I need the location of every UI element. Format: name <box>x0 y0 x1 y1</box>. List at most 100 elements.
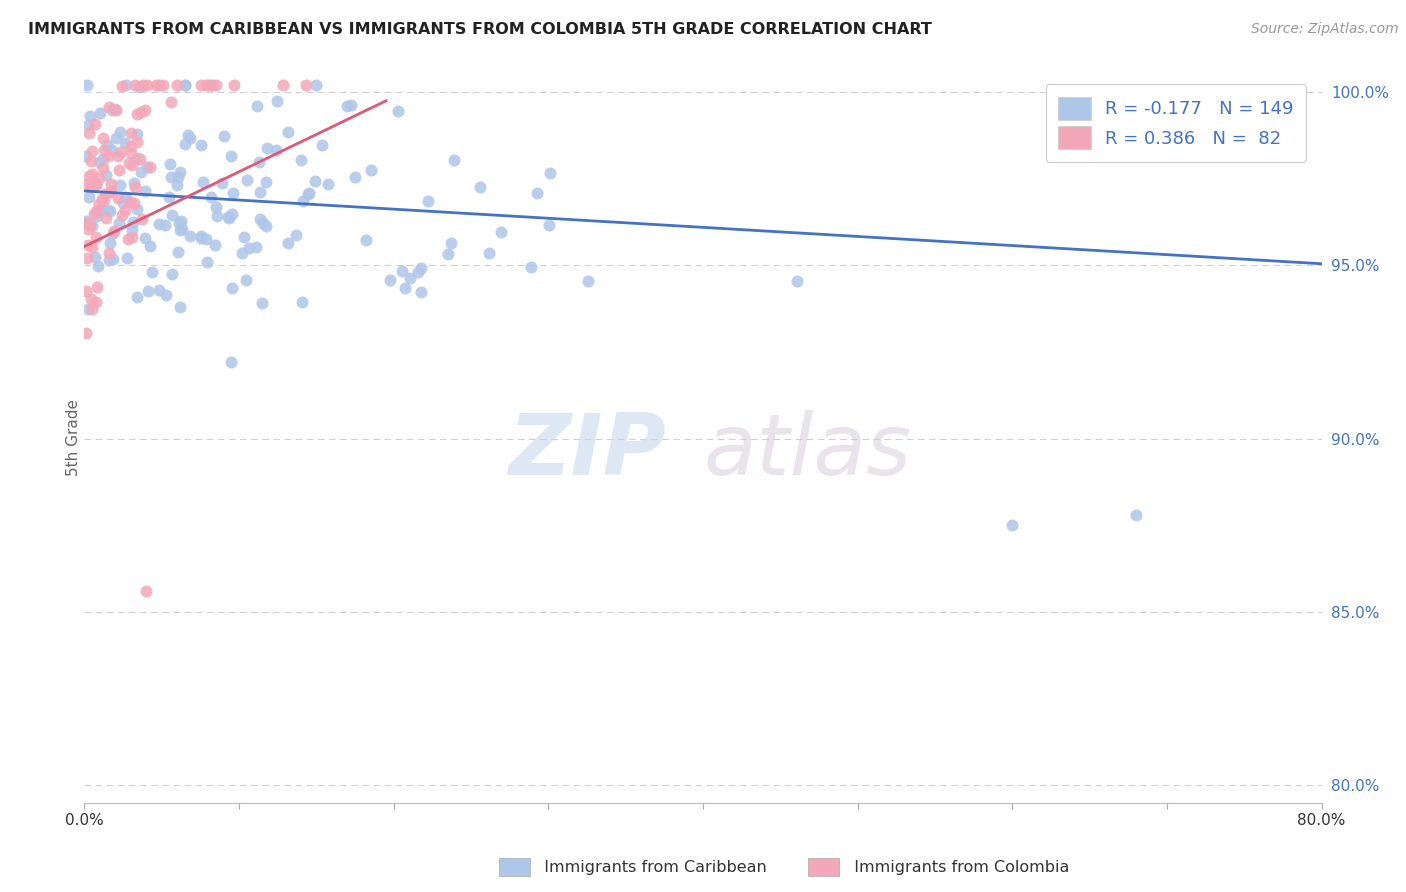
Point <box>80 219 103 233</box>
Y-axis label: 5th Grade: 5th Grade <box>66 399 80 475</box>
Point <box>128 79 150 94</box>
Point <box>124 180 146 194</box>
Point <box>83 250 105 264</box>
Point <box>200 78 222 93</box>
Point <box>169 222 191 236</box>
Point <box>200 190 222 204</box>
Point <box>108 163 131 178</box>
Point <box>167 169 190 184</box>
Point <box>93 187 115 202</box>
Point <box>238 242 260 256</box>
Point <box>83 207 105 221</box>
Point <box>115 78 138 93</box>
Point <box>311 137 333 152</box>
Point <box>120 145 142 160</box>
Point <box>245 239 267 253</box>
Point <box>416 194 439 208</box>
Point <box>77 127 100 141</box>
Point <box>104 102 127 116</box>
Point <box>87 171 110 186</box>
Point <box>84 295 107 310</box>
Point <box>169 165 191 179</box>
Point <box>197 78 219 93</box>
Point <box>148 217 170 231</box>
Point <box>167 244 190 259</box>
Point <box>195 78 218 93</box>
Point <box>98 185 121 199</box>
Point <box>409 285 432 299</box>
Text: Source: ZipAtlas.com: Source: ZipAtlas.com <box>1251 22 1399 37</box>
Point <box>440 235 463 250</box>
Point <box>190 231 212 245</box>
Point <box>285 228 308 243</box>
Point <box>249 185 271 199</box>
Point <box>252 216 274 230</box>
Point <box>246 99 269 113</box>
Point <box>195 255 218 269</box>
Point <box>292 194 315 208</box>
Point <box>91 152 114 166</box>
Point <box>134 231 156 245</box>
Point <box>82 167 104 181</box>
Point <box>478 246 501 260</box>
Point <box>152 78 174 93</box>
Point <box>94 168 117 182</box>
Point <box>174 78 197 93</box>
Point <box>139 161 162 175</box>
Point <box>77 190 100 204</box>
Point <box>179 229 201 244</box>
Point <box>131 165 153 179</box>
Point <box>170 214 193 228</box>
Point <box>132 78 155 93</box>
Point <box>526 186 548 201</box>
Point <box>134 103 156 118</box>
Point <box>443 153 465 167</box>
Point <box>89 202 111 217</box>
Point <box>114 190 136 204</box>
Point <box>247 155 270 169</box>
Point <box>129 104 152 119</box>
Point <box>160 208 183 222</box>
Point <box>108 178 131 192</box>
Point <box>114 202 136 217</box>
Point <box>316 177 339 191</box>
Point <box>304 174 326 188</box>
Point <box>100 103 122 117</box>
Point <box>194 232 217 246</box>
Point <box>174 136 197 151</box>
Text: IMMIGRANTS FROM CARIBBEAN VS IMMIGRANTS FROM COLOMBIA 5TH GRADE CORRELATION CHAR: IMMIGRANTS FROM CARIBBEAN VS IMMIGRANTS … <box>28 22 932 37</box>
Point <box>179 131 201 145</box>
Point <box>256 175 278 189</box>
Point <box>84 178 107 192</box>
Point <box>80 180 103 194</box>
Point <box>94 211 117 225</box>
Point <box>266 94 288 108</box>
Point <box>122 214 145 228</box>
Point <box>204 200 226 214</box>
Point <box>86 209 108 223</box>
Point <box>231 245 253 260</box>
Point <box>264 143 287 157</box>
Point <box>290 153 312 167</box>
Point <box>120 126 142 140</box>
Point <box>204 78 226 93</box>
Point <box>76 251 98 265</box>
Point <box>218 211 240 225</box>
Point <box>160 169 183 184</box>
Point <box>89 196 111 211</box>
Point <box>75 177 97 191</box>
Point <box>127 106 149 120</box>
Point <box>235 273 257 287</box>
Point <box>391 264 413 278</box>
Point <box>79 218 101 232</box>
Point <box>101 252 124 267</box>
Point <box>100 177 122 191</box>
Point <box>145 78 167 93</box>
Point <box>136 284 159 298</box>
Point <box>160 95 183 109</box>
Point <box>76 302 98 317</box>
Legend: R = -0.177   N = 149, R = 0.386   N =  82: R = -0.177 N = 149, R = 0.386 N = 82 <box>1046 84 1306 162</box>
Point <box>489 226 512 240</box>
Point <box>167 216 190 230</box>
Point <box>222 186 245 200</box>
